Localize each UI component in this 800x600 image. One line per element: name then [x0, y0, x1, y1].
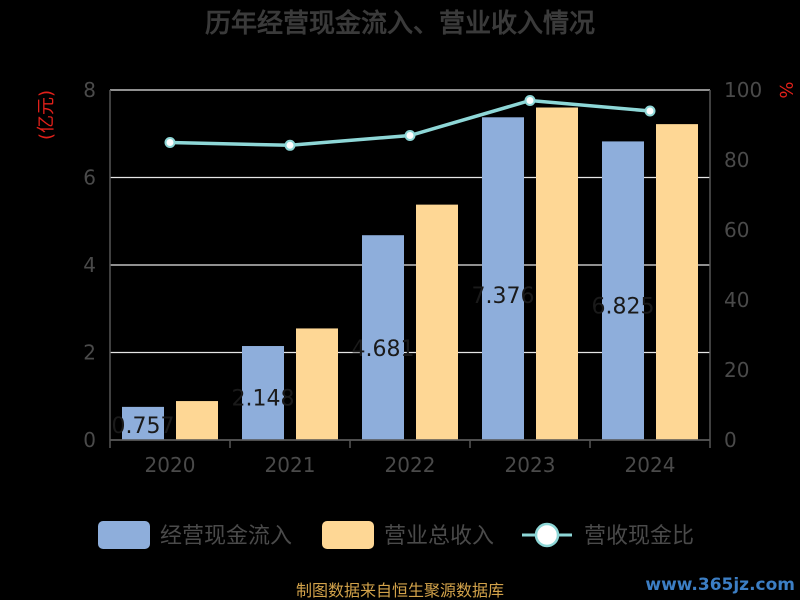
right-tick-label: 80: [724, 148, 749, 172]
right-tick-label: 20: [724, 358, 749, 382]
bar-cash-inflow: [602, 141, 644, 440]
bar-revenue: [176, 401, 218, 440]
bar-cash-inflow: [362, 235, 404, 440]
left-tick-label: 6: [83, 166, 96, 190]
bar-revenue: [416, 204, 458, 440]
bar-cash-inflow: [482, 117, 524, 441]
legend-item-cash-inflow[interactable]: 经营现金流入: [98, 521, 292, 549]
bar-cash-inflow: [122, 406, 164, 440]
x-tick-label: 2023: [505, 453, 556, 477]
bar-data-label: 4.681: [352, 337, 415, 362]
x-tick-label: 2021: [265, 453, 316, 477]
ratio-point: [404, 130, 416, 141]
left-tick-label: 4: [83, 253, 96, 277]
left-tick-label: 8: [83, 78, 96, 102]
x-tick-label: 2022: [385, 453, 436, 477]
legend-label: 营收现金比: [584, 524, 694, 549]
legend-label: 经营现金流入: [160, 524, 292, 549]
bar-revenue: [656, 124, 698, 440]
bars: [122, 107, 698, 441]
bar-revenue: [296, 328, 338, 440]
legend[interactable]: 经营现金流入 营业总收入 营收现金比: [98, 521, 694, 549]
right-tick-label: 40: [724, 288, 749, 312]
x-tick-label: 2020: [145, 453, 196, 477]
bar-data-label: 0.757: [112, 414, 175, 439]
legend-marker: [534, 522, 560, 548]
left-tick-label: 0: [83, 428, 96, 452]
x-tick-label: 2024: [625, 453, 676, 477]
ratio-point: [524, 95, 536, 106]
ratio-line: [164, 95, 656, 151]
bar-data-label: 7.376: [472, 284, 535, 309]
legend-swatch: [322, 521, 374, 549]
right-tick-label: 0: [724, 428, 737, 452]
left-axis-unit: (亿元): [36, 90, 57, 140]
left-tick-label: 2: [83, 341, 96, 365]
bar-data-label: 2.148: [232, 387, 295, 412]
data-labels: 0.757 2.148 4.681 7.376 6.825: [112, 284, 655, 439]
legend-label: 营业总收入: [384, 524, 494, 549]
source-note: 制图数据来自恒生聚源数据库: [296, 581, 504, 600]
bar-data-label: 6.825: [592, 295, 655, 320]
bar-cash-inflow: [242, 346, 284, 440]
chart-title: 历年经营现金流入、营业收入情况: [205, 8, 595, 39]
ratio-point: [164, 137, 176, 148]
legend-item-revenue[interactable]: 营业总收入: [322, 521, 494, 549]
right-tick-label: 100: [724, 78, 762, 102]
right-axis-unit: %: [775, 81, 796, 98]
bar-revenue: [536, 107, 578, 440]
ratio-point: [644, 105, 656, 117]
right-tick-label: 60: [724, 218, 749, 242]
ratio-point: [284, 139, 296, 151]
watermark: www.365jz.com: [645, 575, 795, 595]
legend-swatch: [98, 521, 150, 549]
legend-item-ratio[interactable]: 营收现金比: [522, 522, 694, 549]
